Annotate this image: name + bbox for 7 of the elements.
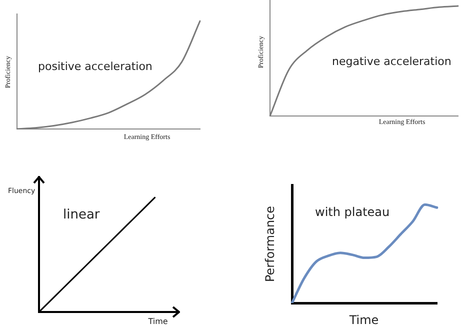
annotation: negative acceleration	[332, 54, 452, 68]
annotation: with plateau	[315, 205, 390, 220]
x-axis-title: Time	[147, 317, 168, 326]
x-axis-title: Time	[348, 313, 379, 328]
annotation: linear	[63, 207, 100, 222]
annotation: positive acceleration	[38, 60, 152, 73]
y-axis-title: Performance	[263, 206, 278, 282]
